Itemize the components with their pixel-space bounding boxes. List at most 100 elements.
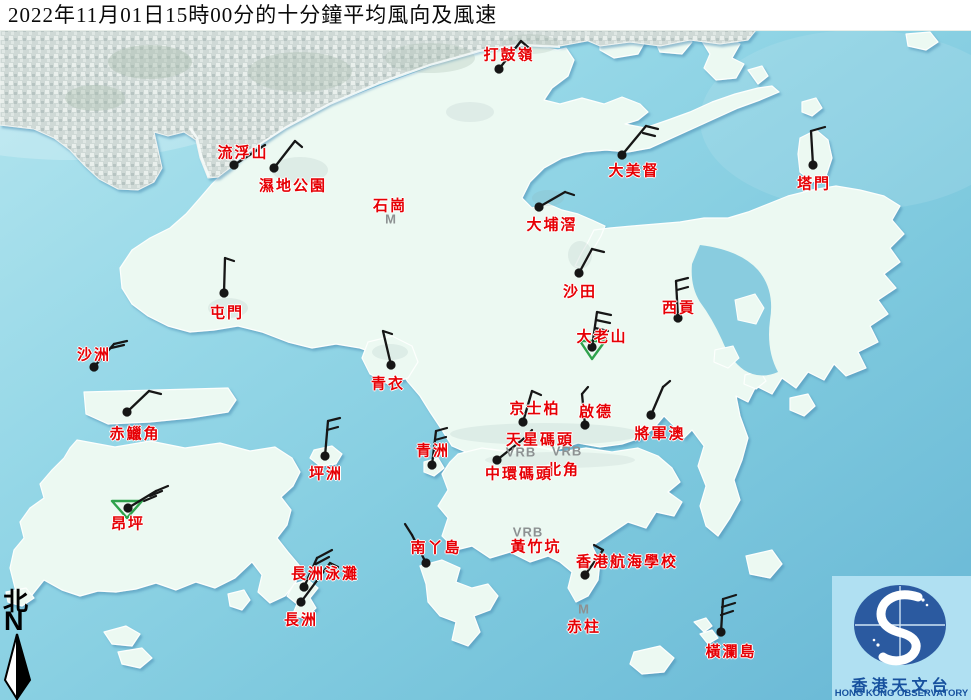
station-dot xyxy=(269,163,279,173)
station-dot xyxy=(229,160,239,170)
wind-barb-shaft xyxy=(521,389,534,424)
wind-barb-tick xyxy=(530,389,543,397)
title-bar: 2022年11月01日15時00分的十分鐘平均風向及風速 xyxy=(0,0,971,31)
station-lau-fau-shan xyxy=(229,143,267,170)
wind-barb-tick xyxy=(325,425,340,432)
wind-barb-tick xyxy=(315,548,334,560)
wind-barb-tick xyxy=(525,428,534,438)
wind-barb-shaft xyxy=(809,129,815,167)
wind-barb-tick xyxy=(674,276,690,283)
wind-barb-shaft xyxy=(381,329,393,367)
wind-barb-tick xyxy=(433,435,448,442)
station-dot xyxy=(299,582,309,592)
wind-barb-shaft xyxy=(430,429,438,467)
station-waglan-island xyxy=(716,593,738,637)
station-dot xyxy=(518,417,528,427)
wind-barb-shaft xyxy=(323,419,330,458)
station-tates-cairn xyxy=(578,310,613,361)
wind-barb-tick xyxy=(434,426,449,433)
station-dot xyxy=(673,313,683,323)
station-ngong-ping xyxy=(110,484,170,520)
wind-barb-tick xyxy=(112,339,129,346)
map-title: 2022年11月01日15時00分的十分鐘平均風向及風速 xyxy=(8,3,498,27)
land-new-territories xyxy=(119,45,905,537)
land-airport xyxy=(83,387,237,425)
wind-barb-tick xyxy=(675,285,690,292)
wind-barb-shaft xyxy=(222,256,227,295)
station-dot xyxy=(646,410,656,420)
wind-barb-shaft xyxy=(125,389,151,414)
wind-barb-shaft xyxy=(649,385,665,417)
station-green-island xyxy=(427,426,449,470)
land-lantau xyxy=(9,439,301,604)
summit-triangle-icon xyxy=(110,499,144,520)
wind-barb-shaft xyxy=(126,489,158,510)
wind-barb-shaft xyxy=(590,310,599,349)
station-tai-po-kau xyxy=(534,190,576,212)
wind-barb-tick xyxy=(590,247,606,254)
compass-north-hanzi: 北 xyxy=(3,589,29,616)
wind-barb-tick xyxy=(720,601,737,609)
wind-barb-tick xyxy=(809,125,827,133)
wind-barb-shaft xyxy=(495,434,529,462)
shenzhen-hills xyxy=(65,34,558,111)
station-dot xyxy=(427,460,437,470)
wind-barb-tick xyxy=(142,494,158,503)
land-lamma xyxy=(419,559,499,647)
station-kings-park xyxy=(518,389,543,427)
wind-barb-tick xyxy=(594,318,612,325)
river-channel xyxy=(188,127,211,178)
station-tuen-mun xyxy=(219,256,236,298)
station-dot xyxy=(320,451,330,461)
station-dot xyxy=(716,627,726,637)
wind-barb-tick xyxy=(403,522,414,537)
wind-barb-shaft xyxy=(410,533,428,565)
station-sha-chau xyxy=(89,339,129,372)
station-dot xyxy=(580,420,590,430)
hko-spiral-icon xyxy=(854,585,946,666)
urban-tint xyxy=(208,102,640,468)
wind-barb-tick xyxy=(326,416,342,423)
station-chek-lap-kok xyxy=(122,389,163,417)
station-peng-chau xyxy=(320,416,342,461)
wind-barb-tick xyxy=(644,124,660,131)
station-dot xyxy=(617,150,627,160)
station-dot xyxy=(421,558,431,568)
port-shelter-water xyxy=(691,245,778,376)
border-river xyxy=(231,43,561,163)
wind-barb-tick xyxy=(641,131,657,138)
compass-arrow-icon xyxy=(3,633,32,700)
station-tai-mei-tuk xyxy=(617,124,660,160)
wind-barb-tick xyxy=(592,334,608,340)
wind-barb-tick xyxy=(223,256,236,263)
hko-name-chinese: 香港天文台 xyxy=(851,678,952,695)
wind-barb-tick xyxy=(592,543,605,552)
station-sea-school xyxy=(580,543,605,580)
station-dot xyxy=(219,288,229,298)
wind-barb-shaft xyxy=(232,143,267,167)
wind-barb-tick xyxy=(593,326,610,333)
wind-barb-tick xyxy=(563,190,576,197)
station-dot xyxy=(89,362,99,372)
wind-barb-tick xyxy=(147,389,163,396)
wind-barb-shaft xyxy=(580,392,587,427)
wind-barb-shaft xyxy=(583,548,605,577)
station-sha-tin xyxy=(574,247,606,278)
wind-barb-shaft xyxy=(497,39,523,71)
wind-barb-shaft xyxy=(302,556,319,589)
station-kai-tak xyxy=(580,385,590,430)
station-tseung-kwan-o xyxy=(646,379,672,420)
wind-barb-shaft xyxy=(299,561,332,604)
wind-barb-tick xyxy=(580,385,590,396)
station-tsing-yi xyxy=(381,329,396,370)
hko-logo: 香港天文台 HONG KONG OBSERVATORY xyxy=(832,576,971,700)
station-dot xyxy=(580,570,590,580)
station-ta-kwu-ling xyxy=(494,39,531,74)
wind-barb-tick xyxy=(293,139,304,149)
wind-barb-tick xyxy=(381,329,394,336)
wind-barb-tick xyxy=(148,489,164,498)
station-cheung-chau xyxy=(296,561,340,607)
station-dot xyxy=(587,342,597,352)
